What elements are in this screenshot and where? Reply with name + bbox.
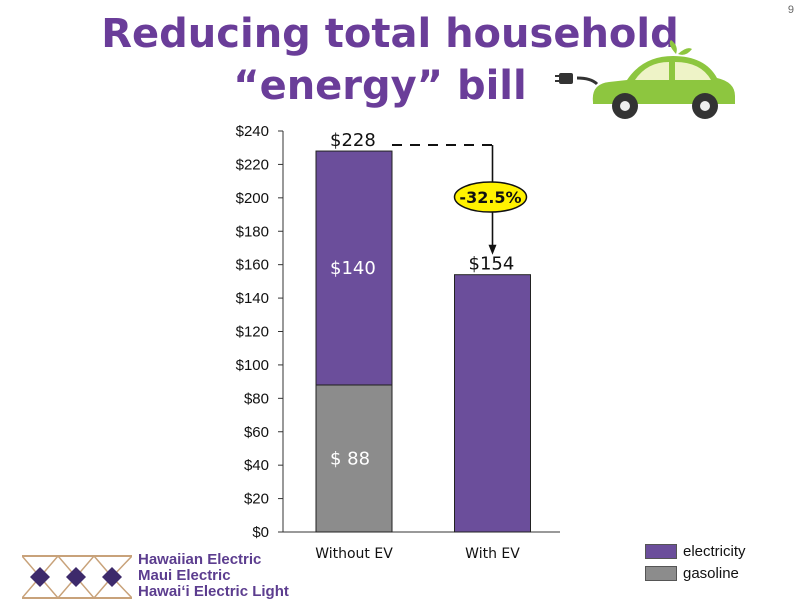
- company-line-hawaiian-electric: Hawaiian Electric: [138, 551, 262, 568]
- segment-value-label: $140: [330, 258, 376, 279]
- y-tick-label: $80: [244, 390, 269, 407]
- y-tick-label: $60: [244, 424, 269, 441]
- title-line-1: Reducing total household: [101, 11, 679, 57]
- legend: electricity gasoline: [645, 540, 746, 584]
- bar-segment-electricity: [454, 274, 531, 533]
- segment-value-label: $ 88: [330, 448, 370, 469]
- company-line-hawaii-electric-light: Hawaiʻi Electric Light: [138, 583, 289, 600]
- change-callout-bubble: [453, 181, 528, 213]
- y-tick-label: $180: [236, 223, 269, 240]
- y-tick-label: $20: [244, 491, 269, 508]
- electric-car-icon: [555, 40, 735, 119]
- y-tick-label: $140: [236, 290, 269, 307]
- company-line-maui-electric: Maui Electric: [138, 567, 231, 584]
- legend-swatch-electricity: [645, 543, 677, 559]
- y-tick-label: $0: [252, 524, 269, 541]
- bar-total-label: $228: [330, 130, 376, 151]
- company-names: Hawaiian Electric Maui Electric Hawaiʻi …: [138, 552, 289, 600]
- bar-segment-gasoline: [315, 384, 393, 533]
- legend-item-electricity: electricity: [645, 540, 746, 562]
- x-tick-label: Without EV: [315, 546, 393, 562]
- legend-label-electricity: electricity: [683, 542, 746, 560]
- y-tick-label: $120: [236, 324, 269, 341]
- bar-segment-electricity: [315, 150, 393, 386]
- company-diamond-logo: [22, 554, 132, 600]
- bar-total-label: $154: [469, 254, 515, 275]
- change-percent-label: -32.5%: [459, 188, 521, 207]
- x-tick-label: With EV: [465, 546, 520, 562]
- y-tick-label: $40: [244, 457, 269, 474]
- y-tick-label: $200: [236, 190, 269, 207]
- change-arrowhead: [488, 244, 497, 255]
- legend-label-gasoline: gasoline: [683, 564, 739, 582]
- legend-item-gasoline: gasoline: [645, 562, 746, 584]
- y-tick-label: $240: [236, 123, 269, 140]
- y-tick-label: $100: [236, 357, 269, 374]
- slide-number: 9: [787, 4, 794, 16]
- y-tick-label: $160: [236, 257, 269, 274]
- page-title: Reducing total household “energy” bill: [0, 8, 800, 112]
- title-line-2: “energy” bill: [233, 63, 527, 109]
- y-tick-label: $220: [236, 156, 269, 173]
- legend-swatch-gasoline: [645, 565, 677, 581]
